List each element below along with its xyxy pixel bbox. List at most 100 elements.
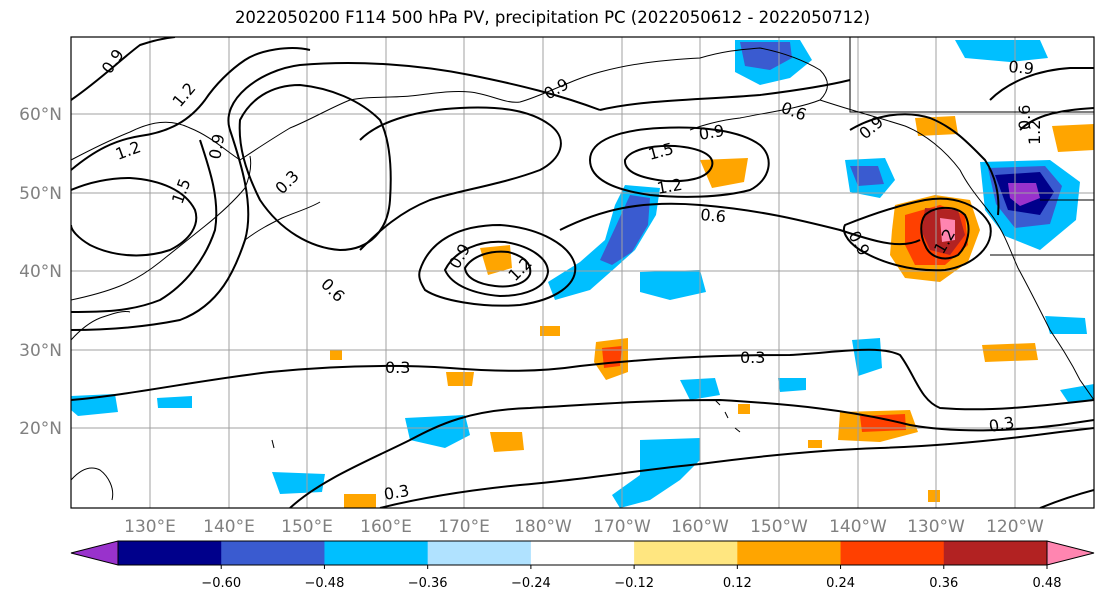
colorbar-extend-right: [1046, 540, 1095, 566]
lon-label: 160°W: [671, 517, 729, 537]
colorbar-tick-labels: −0.60 −0.48 −0.36 −0.24 −0.12 0.12 0.24 0.36 0.4…: [201, 565, 1062, 591]
colorbar-tick-label: −0.36: [408, 576, 448, 591]
precip-blob: [982, 343, 1038, 362]
colorbar-cells: [118, 541, 1048, 565]
lat-label: 50°N: [19, 184, 62, 204]
pv-contour: [849, 113, 1000, 216]
longitude-labels: 130°E 140°E 150°E 160°E 170°E 180°W 170°…: [124, 517, 1044, 537]
colorbar-tick-label: −0.48: [305, 576, 345, 591]
colorbar-cell: [634, 541, 738, 565]
latitude-labels: 60°N 50°N 40°N 30°N 20°N: [19, 105, 62, 439]
precip-negative-shading: [71, 40, 1094, 508]
pv-contour: [1039, 489, 1094, 508]
precip-blob: [490, 432, 524, 452]
pv-contour: [71, 176, 198, 257]
precip-blob: [738, 404, 750, 414]
colorbar-cell: [530, 541, 635, 565]
precip-blob: [602, 346, 622, 368]
precip-blob: [940, 218, 955, 242]
pv-contour: [379, 427, 1094, 508]
contour-label: 0.6: [1015, 105, 1034, 130]
precip-blob: [405, 415, 470, 448]
contour-label: 0.3: [385, 358, 410, 377]
precip-blob: [330, 350, 342, 360]
pv-contour: [842, 197, 992, 272]
pv-contour: [624, 144, 714, 183]
precip-blob: [612, 438, 700, 508]
colorbar-tick-label: −0.24: [511, 576, 551, 591]
precip-blob: [157, 396, 192, 408]
precip-blob: [640, 270, 706, 300]
map-title: 2022050200 F114 500 hPa PV, precipitatio…: [234, 8, 871, 27]
pv-contour: [418, 223, 577, 307]
pv-contours: [71, 37, 1094, 508]
pv-contour: [359, 106, 562, 251]
lon-label: 170°W: [593, 517, 651, 537]
precip-blob: [540, 326, 560, 336]
lon-label: 130°E: [124, 517, 176, 537]
pv-contour: [599, 79, 851, 111]
precip-blob: [1008, 183, 1040, 206]
pv-contour: [71, 47, 311, 171]
contour-label: 0.3: [987, 413, 1015, 436]
pv-contour: [71, 62, 601, 331]
colorbar-tick-label: −0.12: [614, 576, 654, 591]
precip-blob: [344, 494, 376, 508]
lon-label: 160°E: [360, 517, 412, 537]
colorbar-tick-label: 0.24: [826, 576, 855, 591]
lat-label: 40°N: [19, 262, 62, 282]
colorbar: −0.60 −0.48 −0.36 −0.24 −0.12 0.12 0.24 0.36 0.4…: [70, 540, 1095, 591]
contour-label: 0.3: [382, 481, 410, 504]
pv-contour: [71, 348, 1094, 411]
precip-blob: [928, 490, 940, 502]
plot-frame: [70, 36, 1095, 509]
lon-label: 180°W: [514, 517, 572, 537]
colorbar-tick-label: 0.36: [929, 576, 958, 591]
contour-label: 1.2: [1025, 120, 1044, 145]
colorbar-tick-label: 0.12: [723, 576, 752, 591]
pv-contour: [71, 37, 176, 101]
contour-label: 0.3: [740, 348, 765, 367]
pv-contour: [71, 139, 218, 313]
pv-contour: [1019, 107, 1094, 131]
contour-label: 0.9: [205, 132, 228, 160]
pv-contour: [989, 67, 1094, 101]
lon-label: 140°E: [203, 517, 255, 537]
lat-label: 20°N: [19, 419, 62, 439]
colorbar-cell: [427, 541, 532, 565]
pv-contour: [443, 240, 550, 298]
colorbar-cell: [943, 541, 1048, 565]
lon-label: 150°W: [750, 517, 808, 537]
pv-contour: [289, 398, 1094, 508]
colorbar-frame: [117, 540, 1048, 566]
lon-label: 120°W: [986, 517, 1044, 537]
precip-blob: [272, 472, 325, 494]
contour-label: 0.9: [1008, 57, 1035, 78]
precip-blob: [1052, 124, 1094, 152]
contour-label: 0.9: [697, 121, 725, 144]
pv-contour: [238, 83, 392, 252]
colorbar-tick-label: 0.48: [1033, 576, 1062, 591]
contour-label: 1.2: [655, 175, 683, 198]
colorbar-cell: [221, 541, 325, 565]
precip-blob: [1045, 316, 1087, 334]
colorbar-cell: [118, 541, 222, 565]
pv-contour: [463, 250, 532, 288]
lon-label: 150°E: [281, 517, 333, 537]
lat-label: 60°N: [19, 105, 62, 125]
colorbar-cell: [737, 541, 842, 565]
contour-label: 0.6: [700, 205, 727, 226]
pv-contour: [559, 202, 921, 246]
colorbar-extend-left: [70, 540, 119, 566]
colorbar-cell: [324, 541, 429, 565]
lon-label: 170°E: [438, 517, 490, 537]
precip-blob: [955, 40, 1048, 62]
lon-label: 140°W: [829, 517, 887, 537]
precip-blob: [600, 195, 650, 265]
pv-contour: [588, 126, 770, 198]
colorbar-cell: [840, 541, 945, 565]
precip-blob: [778, 378, 806, 392]
lon-label: 130°W: [907, 517, 965, 537]
precip-blob: [446, 372, 474, 386]
